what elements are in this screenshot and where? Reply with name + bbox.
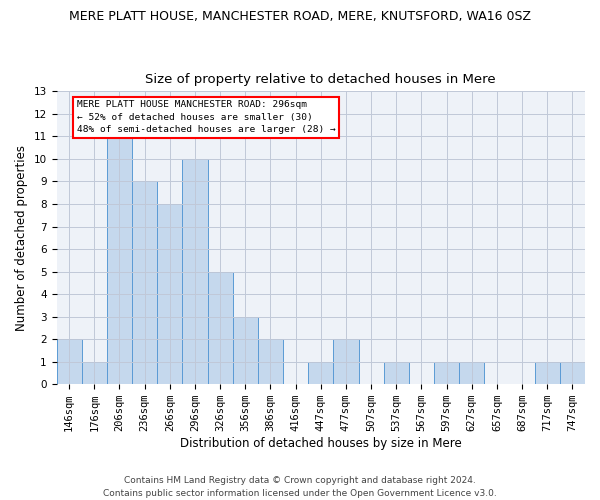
Text: MERE PLATT HOUSE, MANCHESTER ROAD, MERE, KNUTSFORD, WA16 0SZ: MERE PLATT HOUSE, MANCHESTER ROAD, MERE,…	[69, 10, 531, 23]
Bar	[308, 362, 334, 384]
Bar	[82, 362, 107, 384]
Bar	[258, 339, 283, 384]
Bar	[132, 182, 157, 384]
Bar	[56, 339, 82, 384]
Bar	[208, 272, 233, 384]
Title: Size of property relative to detached houses in Mere: Size of property relative to detached ho…	[145, 73, 496, 86]
Bar	[459, 362, 484, 384]
Bar	[383, 362, 409, 384]
Bar	[107, 136, 132, 384]
Bar	[560, 362, 585, 384]
Bar	[233, 316, 258, 384]
Text: Contains HM Land Registry data © Crown copyright and database right 2024.
Contai: Contains HM Land Registry data © Crown c…	[103, 476, 497, 498]
Bar	[334, 339, 359, 384]
Bar	[434, 362, 459, 384]
Y-axis label: Number of detached properties: Number of detached properties	[15, 145, 28, 331]
Bar	[182, 159, 208, 384]
Bar	[535, 362, 560, 384]
X-axis label: Distribution of detached houses by size in Mere: Distribution of detached houses by size …	[180, 437, 461, 450]
Text: MERE PLATT HOUSE MANCHESTER ROAD: 296sqm
← 52% of detached houses are smaller (3: MERE PLATT HOUSE MANCHESTER ROAD: 296sqm…	[77, 100, 335, 134]
Bar	[157, 204, 182, 384]
